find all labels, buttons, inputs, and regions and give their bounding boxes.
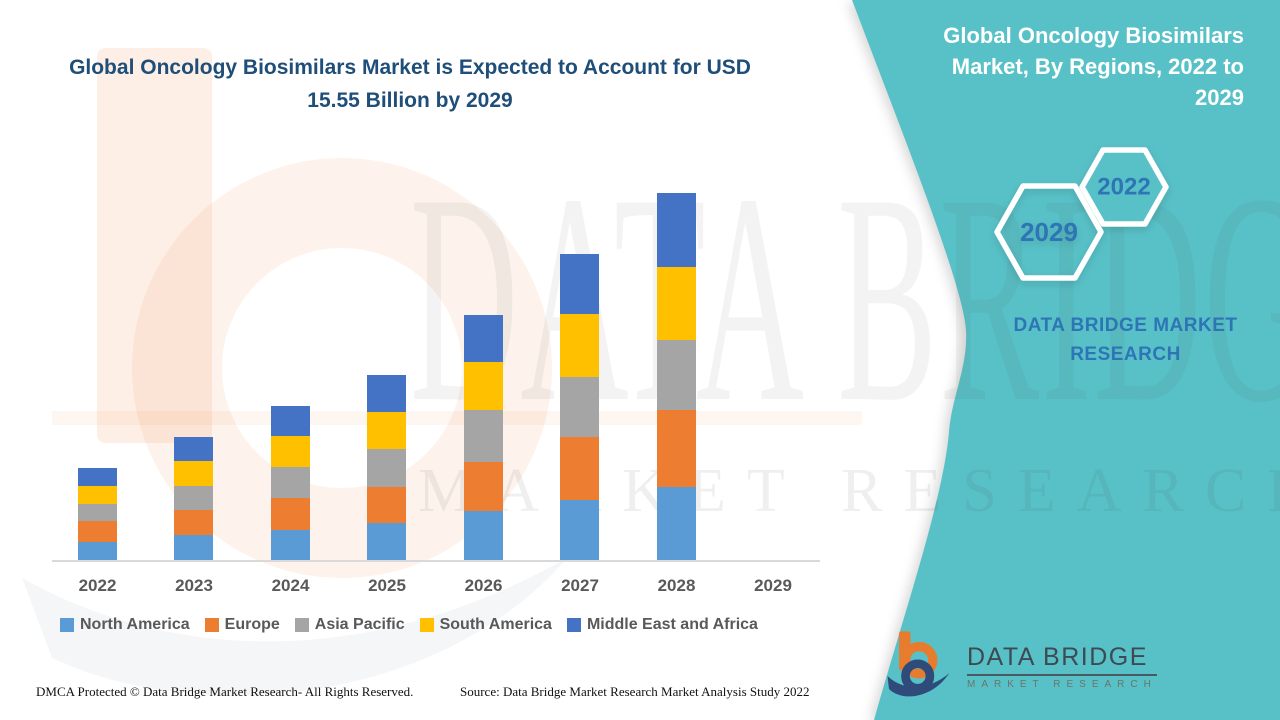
- bar-segment-middle-east-and-africa-2025: [367, 375, 407, 412]
- source-note: Source: Data Bridge Market Research Mark…: [460, 684, 810, 699]
- x-axis-label-2028: 2028: [657, 576, 696, 595]
- bar-segment-south-america-2026: [463, 361, 503, 411]
- logo-name: DATA BRIDGE: [967, 643, 1157, 677]
- bar-2027: [560, 253, 600, 560]
- bar-segment-north-america-2028: [656, 486, 696, 560]
- legend-swatch-north-america: [60, 618, 74, 632]
- x-axis-line: [52, 560, 820, 562]
- legend-item-south-america: South America: [419, 616, 552, 633]
- bar-segment-north-america-2024: [270, 530, 310, 560]
- bar-segment-north-america-2023: [174, 534, 214, 560]
- data-bridge-logo: DATA BRIDGE MARKET RESEARCH: [886, 630, 1157, 704]
- x-axis-label-2026: 2026: [464, 576, 503, 595]
- bar-segment-europe-2026: [463, 461, 503, 511]
- bar-2025: [367, 375, 407, 560]
- bar-segment-south-america-2025: [367, 411, 407, 450]
- hexagon-badge-2029-label: 2029: [1020, 217, 1078, 247]
- bar-segment-asia-pacific-2028: [656, 340, 696, 411]
- bar-segment-asia-pacific-2024: [270, 467, 310, 499]
- bar-segment-north-america-2022: [77, 542, 117, 560]
- logo-subtitle: MARKET RESEARCH: [967, 679, 1157, 691]
- x-axis-label-2024: 2024: [271, 576, 310, 595]
- legend-label-north-america: North America: [80, 616, 190, 633]
- x-axis-label-2023: 2023: [175, 576, 213, 595]
- bar-segment-north-america-2025: [367, 523, 407, 560]
- legend-item-middle-east-and-africa: Middle East and Africa: [566, 616, 758, 633]
- x-axis-label-2029: 2029: [754, 576, 792, 595]
- brand-text: DATA BRIDGE MARKET RESEARCH: [1013, 315, 1238, 365]
- legend-item-asia-pacific: Asia Pacific: [294, 616, 405, 633]
- bar-segment-south-america-2022: [77, 485, 117, 504]
- bar-segment-asia-pacific-2023: [174, 486, 214, 510]
- x-axis-label-2025: 2025: [368, 576, 406, 595]
- legend-label-south-america: South America: [439, 616, 552, 633]
- bar-segment-middle-east-and-africa-2022: [77, 468, 117, 486]
- hexagon-badge-2022-label: 2022: [1097, 174, 1150, 201]
- bar-2024: [270, 406, 310, 560]
- bar-segment-asia-pacific-2022: [77, 503, 117, 522]
- bar-segment-south-america-2023: [174, 461, 214, 487]
- bar-2023: [174, 437, 214, 560]
- bar-segment-europe-2027: [560, 436, 600, 500]
- bar-segment-asia-pacific-2025: [367, 449, 407, 487]
- bar-segment-asia-pacific-2027: [560, 377, 600, 437]
- legend-item-north-america: North America: [60, 617, 190, 633]
- bar-segment-middle-east-and-africa-2028: [656, 192, 696, 268]
- legend-label-middle-east-and-africa: Middle East and Africa: [586, 616, 758, 633]
- page-title: Global Oncology Biosimilars Market is Ex…: [69, 56, 751, 112]
- bar-2026: [463, 315, 503, 560]
- legend-item-europe: Europe: [204, 616, 280, 633]
- bar-segment-middle-east-and-africa-2026: [463, 315, 503, 362]
- bar-2022: [77, 468, 117, 560]
- bar-segment-europe-2024: [270, 498, 310, 530]
- legend-swatch-middle-east-and-africa: [566, 618, 581, 632]
- bar-segment-europe-2025: [367, 486, 407, 524]
- hexagon-badge-2022: 2022: [1079, 147, 1169, 227]
- legend-label-asia-pacific: Asia Pacific: [314, 616, 405, 633]
- legend-swatch-south-america: [419, 618, 434, 632]
- bar-segment-europe-2028: [656, 410, 696, 487]
- side-panel-title: Global Oncology Biosimilars Market, By R…: [943, 23, 1244, 111]
- x-axis-label-2027: 2027: [561, 576, 599, 595]
- legend-label-europe: Europe: [224, 616, 280, 633]
- bar-segment-south-america-2027: [560, 314, 600, 378]
- year-hexagon-badges: 2029 2022: [994, 147, 1169, 281]
- bar-segment-middle-east-and-africa-2023: [174, 437, 214, 462]
- legend-swatch-europe: [204, 618, 219, 632]
- bar-segment-asia-pacific-2026: [463, 410, 503, 462]
- bar-segment-europe-2023: [174, 509, 214, 535]
- bar-segment-middle-east-and-africa-2024: [270, 406, 310, 437]
- hexagon-badge-2029: 2029: [994, 183, 1104, 281]
- chart-legend: North America Europe Asia Pacific South Ame…: [60, 617, 758, 633]
- legend-swatch-asia-pacific: [294, 618, 309, 632]
- dmca-notice: DMCA Protected © Data Bridge Market Rese…: [36, 684, 414, 699]
- bar-segment-north-america-2027: [560, 499, 600, 560]
- bar-segment-europe-2022: [77, 521, 117, 543]
- data-bridge-logo-icon: [887, 631, 950, 697]
- bar-segment-south-america-2024: [270, 436, 310, 468]
- bar-2028: [656, 192, 696, 560]
- x-axis-label-2022: 2022: [78, 576, 117, 595]
- bar-segment-south-america-2028: [656, 267, 696, 341]
- data-bridge-watermark-icon: [22, 48, 567, 696]
- bar-segment-north-america-2026: [463, 510, 503, 560]
- bar-segment-middle-east-and-africa-2027: [560, 253, 600, 315]
